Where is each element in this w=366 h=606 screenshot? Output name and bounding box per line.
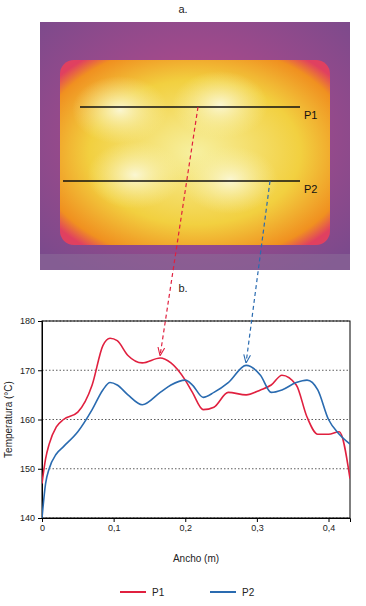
- y-tick-mark: [38, 469, 42, 470]
- y-tick: 180: [20, 316, 42, 326]
- x-tick-label: 0: [40, 523, 45, 533]
- y-tick-mark: [38, 321, 42, 322]
- x-tick-label: 0,3: [251, 523, 264, 533]
- x-tick-label: 0,4: [323, 523, 336, 533]
- pointer-arrow: [160, 107, 198, 355]
- hot-spot: [87, 141, 183, 209]
- grid-line: [42, 468, 350, 469]
- plot-frame: [42, 321, 350, 518]
- series-line: [42, 338, 350, 483]
- y-tick-label: 140: [20, 513, 35, 523]
- profile-label: P2: [304, 183, 317, 195]
- y-tick-label: 160: [20, 415, 35, 425]
- x-tick: 0,3: [251, 518, 264, 533]
- y-tick-label: 150: [20, 464, 35, 474]
- profile-label: P1: [304, 109, 317, 121]
- x-tick: 0: [40, 518, 45, 533]
- y-tick-mark: [38, 420, 42, 421]
- legend-swatch: [120, 591, 146, 593]
- x-axis-line: [43, 519, 351, 523]
- pointer-arrow: [246, 181, 270, 362]
- grid-line: [42, 419, 350, 420]
- y-tick: 170: [20, 366, 42, 376]
- series-group: [42, 338, 350, 518]
- hot-spot: [72, 76, 168, 144]
- hot-spot: [182, 146, 278, 214]
- grid: [42, 321, 350, 518]
- hot-spot: [172, 71, 268, 139]
- x-tick-label: 0,1: [108, 523, 121, 533]
- legend-label: P1: [152, 587, 165, 598]
- x-tick: 0,2: [179, 518, 192, 533]
- y-tick: 150: [20, 464, 42, 474]
- image-edge: [40, 254, 350, 270]
- x-tick: 0,1: [108, 518, 121, 533]
- profile-line: [80, 106, 300, 108]
- panel-label: b.: [178, 282, 187, 294]
- grid-line: [42, 370, 350, 371]
- legend-label: P2: [242, 587, 255, 598]
- y-axis: 140 150 160 170 180: [20, 316, 43, 523]
- x-tick: 0,4: [323, 518, 336, 533]
- x-tick-label: 0,2: [179, 523, 192, 533]
- x-axis: 0 0,1 0,2 0,3 0,4: [40, 518, 351, 533]
- image-background: [40, 22, 350, 270]
- x-tick-mark: [185, 518, 186, 522]
- profile-line: [63, 180, 300, 182]
- legend: P1 P2: [120, 587, 255, 598]
- thermal-image: [40, 22, 350, 270]
- x-tick-mark: [114, 518, 115, 522]
- y-tick-label: 180: [20, 316, 35, 326]
- y-axis-title: Temperatura (°C): [3, 381, 14, 458]
- y-tick: 160: [20, 415, 42, 425]
- x-tick-mark: [257, 518, 258, 522]
- legend-swatch: [210, 591, 236, 593]
- x-axis-title: Ancho (m): [173, 553, 219, 564]
- y-tick-mark: [38, 370, 42, 371]
- figure: a. P1 P2 b. 0 0,1 0,2 0,3 0,4 140 150 160 170 180 Temp…: [0, 0, 366, 606]
- x-tick-mark: [329, 518, 330, 522]
- y-tick-label: 170: [20, 366, 35, 376]
- panel-label: a.: [178, 3, 187, 15]
- tray: [60, 60, 330, 245]
- y-tick-mark: [38, 518, 42, 519]
- series-line: [42, 365, 350, 518]
- y-tick: 140: [20, 513, 42, 523]
